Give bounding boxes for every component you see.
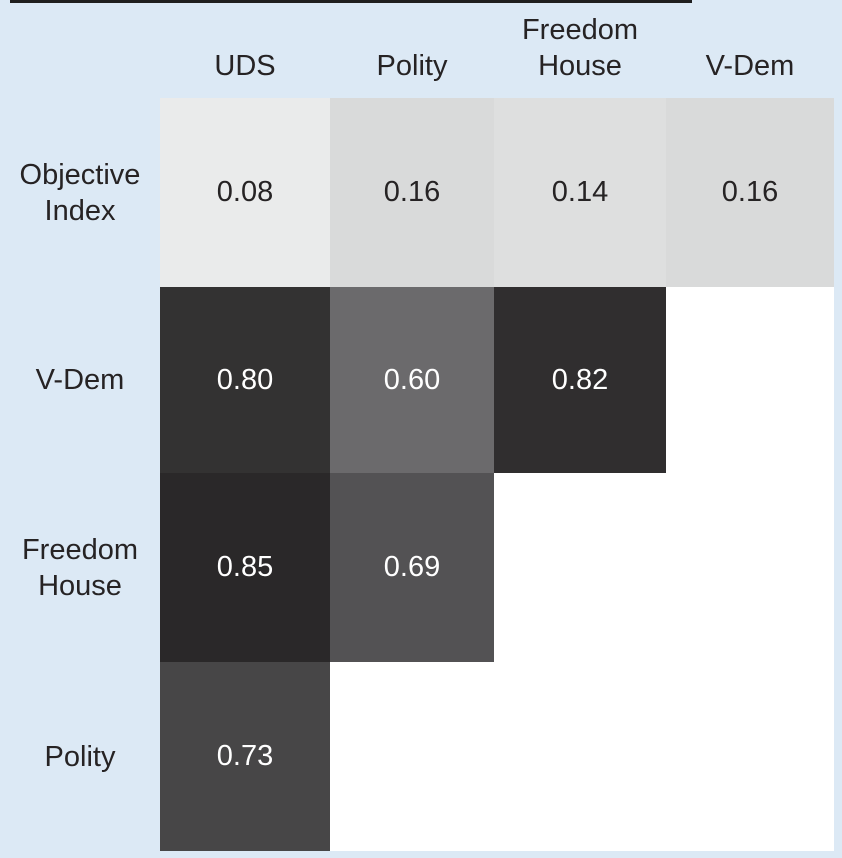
column-header-polity: Polity — [376, 50, 448, 82]
column-headers: UDS Polity Freedom House V-Dem — [160, 0, 834, 98]
row-label-polity: Polity — [44, 740, 116, 773]
heatmap-cell-v-dem-polity: 0.60 — [330, 287, 494, 473]
heatmap-cell-objective-index-polity: 0.16 — [330, 98, 494, 287]
heatmap-cell-polity-uds: 0.73 — [160, 662, 330, 851]
heatmap-cell-v-dem-uds: 0.80 — [160, 287, 330, 473]
row-labels: Objective Index V-Dem Freedom House Polity — [0, 98, 160, 851]
column-header-freedom-house: Freedom House — [521, 14, 639, 82]
heatmap-cell-empty — [666, 473, 834, 662]
column-header-uds: UDS — [214, 50, 276, 82]
heatmap-cell-empty — [330, 662, 494, 851]
heatmap-cell-empty — [494, 473, 666, 662]
heatmap-cell-empty — [666, 287, 834, 473]
heatmap-grid: 0.08 0.16 0.14 0.16 0.80 0.60 0.82 0.85 0.69 0.73 — [160, 98, 834, 851]
heatmap-cell-objective-index-v-dem: 0.16 — [666, 98, 834, 287]
heatmap-cell-freedom-house-polity: 0.69 — [330, 473, 494, 662]
heatmap-cell-objective-index-freedom-house: 0.14 — [494, 98, 666, 287]
heatmap-cell-empty — [666, 662, 834, 851]
heatmap-cell-objective-index-uds: 0.08 — [160, 98, 330, 287]
row-label-freedom-house: Freedom House — [21, 533, 139, 602]
heatmap-cell-freedom-house-uds: 0.85 — [160, 473, 330, 662]
figure-top-border-line — [10, 0, 692, 3]
row-label-objective-index: Objective Index — [19, 158, 141, 227]
column-header-v-dem: V-Dem — [705, 50, 795, 82]
heatmap-cell-v-dem-freedom-house: 0.82 — [494, 287, 666, 473]
row-label-v-dem: V-Dem — [35, 364, 125, 396]
heatmap-cell-empty — [494, 662, 666, 851]
